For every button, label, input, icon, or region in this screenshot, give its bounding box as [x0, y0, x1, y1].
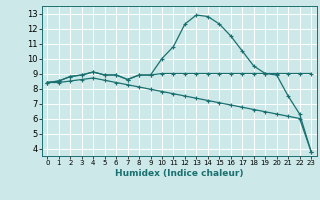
- X-axis label: Humidex (Indice chaleur): Humidex (Indice chaleur): [115, 169, 244, 178]
